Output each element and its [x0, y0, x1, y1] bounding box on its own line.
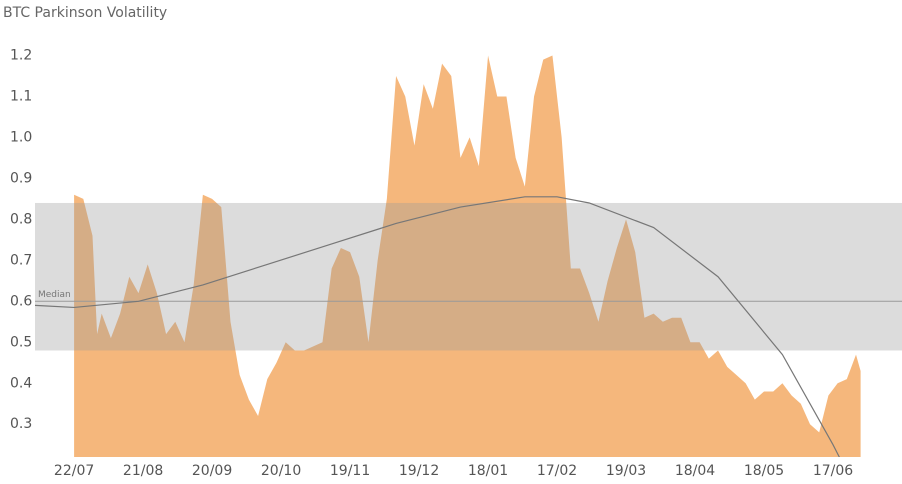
x-tick-label: 21/08 — [123, 463, 163, 479]
y-tick-label: 1.2 — [10, 47, 32, 63]
band — [35, 202, 902, 351]
x-tick-label: 20/10 — [261, 463, 301, 479]
y-tick-label: 0.7 — [10, 252, 32, 268]
y-tick-label: 0.4 — [10, 375, 32, 391]
x-tick-label: 18/05 — [744, 463, 784, 479]
x-tick-label: 20/09 — [192, 463, 232, 479]
x-tick-label: 17/02 — [537, 463, 577, 479]
trend-line — [35, 196, 840, 457]
x-tick-label: 18/04 — [675, 463, 715, 479]
x-tick-label: 19/03 — [606, 463, 646, 479]
x-tick-label: 19/11 — [330, 463, 370, 479]
y-tick-label: 1.0 — [10, 129, 32, 145]
chart-title: BTC Parkinson Volatility — [3, 5, 167, 21]
y-tick-label: 1.1 — [10, 88, 32, 104]
median-label: Median — [38, 290, 71, 300]
y-tick-label: 0.5 — [10, 334, 32, 350]
area — [74, 55, 861, 457]
x-tick-label: 19/12 — [399, 463, 439, 479]
y-tick-label: 0.9 — [10, 170, 32, 186]
y-tick-label: 0.6 — [10, 293, 32, 309]
x-tick-label: 22/07 — [54, 463, 94, 479]
x-tick-label: 18/01 — [468, 463, 508, 479]
y-tick-label: 0.8 — [10, 211, 32, 227]
y-tick-label: 0.3 — [10, 416, 32, 432]
x-tick-label: 17/06 — [813, 463, 853, 479]
